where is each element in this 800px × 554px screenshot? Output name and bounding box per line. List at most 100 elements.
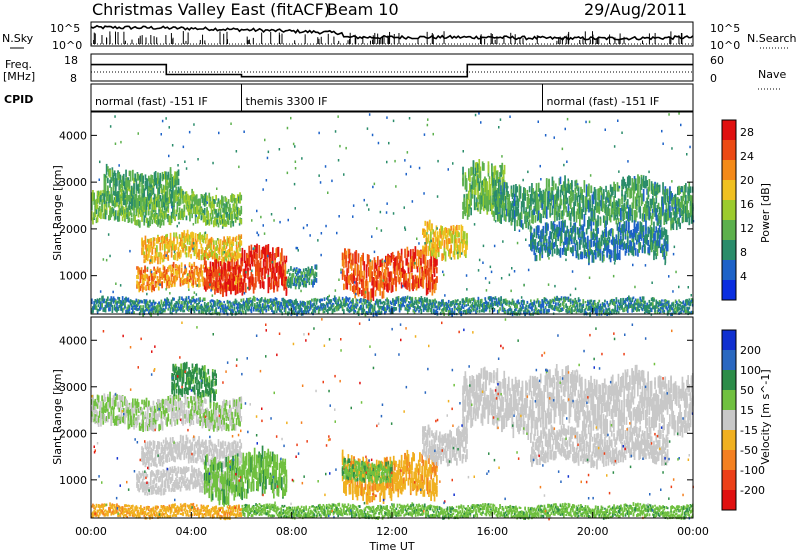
heat-cell — [432, 279, 435, 289]
heat-cell — [141, 287, 144, 293]
heat-cell — [160, 219, 163, 225]
heat-cell — [179, 210, 182, 220]
heat-cell — [187, 295, 190, 300]
heat-cell — [672, 222, 675, 230]
heat-cell — [232, 273, 235, 284]
heat-cell — [463, 231, 466, 237]
heat-cell — [295, 267, 298, 271]
heat-cell — [225, 252, 228, 257]
heat-cell — [397, 274, 400, 283]
heat-cell — [200, 194, 203, 199]
heat-cell — [391, 277, 394, 286]
heat-cell — [173, 241, 175, 247]
heat-cell — [160, 272, 162, 277]
heat-cell — [315, 272, 318, 277]
heat-cell — [141, 237, 143, 246]
heat-cell — [374, 280, 377, 287]
heat-cell — [139, 285, 142, 291]
heat-cell — [183, 204, 186, 212]
heat-cell — [174, 196, 176, 203]
heat-cell — [276, 247, 279, 257]
freq-tick-low: 8 — [70, 72, 77, 85]
heat-cell — [257, 271, 259, 282]
heat-cell — [165, 243, 167, 249]
heat-cell — [414, 246, 417, 259]
heat-cell — [227, 237, 230, 244]
heat-cell — [162, 257, 165, 262]
heat-cell — [275, 248, 278, 259]
heat-cell — [117, 195, 119, 202]
heat-cell — [143, 251, 146, 256]
heat-cell — [159, 218, 162, 228]
heat-cell — [217, 198, 220, 203]
heat-cell — [416, 282, 419, 289]
heat-cell — [227, 272, 230, 277]
heat-cell — [597, 220, 599, 227]
heat-cell — [295, 278, 298, 282]
heat-cell — [434, 278, 437, 286]
heat-cell — [121, 182, 124, 189]
heat-cell — [158, 219, 160, 225]
heat-cell — [386, 255, 388, 264]
heat-cell — [571, 181, 573, 188]
heat-cell — [178, 212, 181, 220]
heat-cell — [168, 191, 171, 201]
heat-cell — [173, 278, 176, 283]
heat-cell — [124, 196, 126, 201]
heat-cell — [385, 273, 387, 281]
heat-cell — [150, 193, 152, 203]
heat-cell — [219, 240, 222, 245]
heat-cell — [108, 194, 110, 201]
heat-cell — [363, 261, 366, 271]
heat-cell — [94, 205, 97, 213]
heat-cell — [458, 225, 460, 231]
heat-cell — [283, 269, 285, 277]
heat-cell — [379, 280, 381, 289]
heat-cell — [294, 278, 297, 284]
heat-cell — [268, 277, 271, 287]
nave-label: Nave — [758, 68, 786, 81]
heat-cell — [370, 289, 372, 303]
heat-cell — [144, 265, 146, 273]
heat-cell — [452, 225, 455, 232]
heat-cell — [441, 238, 443, 246]
nsearch-label: N.Search — [747, 32, 797, 45]
heat-cell — [411, 272, 413, 280]
heat-cell — [121, 195, 124, 201]
heat-cell — [292, 268, 295, 272]
heat-cell — [426, 262, 429, 269]
heat-cell — [426, 283, 429, 290]
heat-cell — [258, 270, 261, 284]
heat-cell — [367, 254, 370, 265]
heat-cell — [144, 274, 146, 282]
heat-cell — [96, 204, 99, 210]
heat-cell — [137, 281, 139, 286]
heat-cell — [219, 276, 222, 281]
heat-cell — [349, 284, 352, 291]
heat-cell — [312, 269, 314, 276]
heat-cell — [239, 268, 241, 274]
heat-cell — [308, 276, 311, 281]
heat-cell — [442, 230, 445, 236]
heat-cell — [163, 266, 166, 272]
heat-cell — [448, 228, 450, 235]
heat-cell — [313, 279, 315, 285]
heat-cell — [164, 194, 166, 203]
heat-cell — [238, 280, 240, 291]
heat-cell — [211, 209, 214, 220]
heat-cell — [114, 180, 117, 189]
heat-cell — [209, 245, 212, 251]
heat-cell — [191, 282, 193, 287]
heat-cell — [210, 270, 213, 281]
heat-cell — [552, 182, 555, 190]
heat-cell — [192, 278, 194, 286]
heat-cell — [622, 233, 624, 241]
heat-cell — [385, 266, 387, 275]
heat-cell — [128, 311, 131, 314]
heat-cell — [294, 269, 297, 275]
heat-cell — [173, 282, 176, 287]
heat-cell — [167, 280, 169, 286]
heat-cell — [126, 189, 128, 195]
heat-cell — [154, 280, 157, 288]
heat-cell — [235, 235, 238, 241]
